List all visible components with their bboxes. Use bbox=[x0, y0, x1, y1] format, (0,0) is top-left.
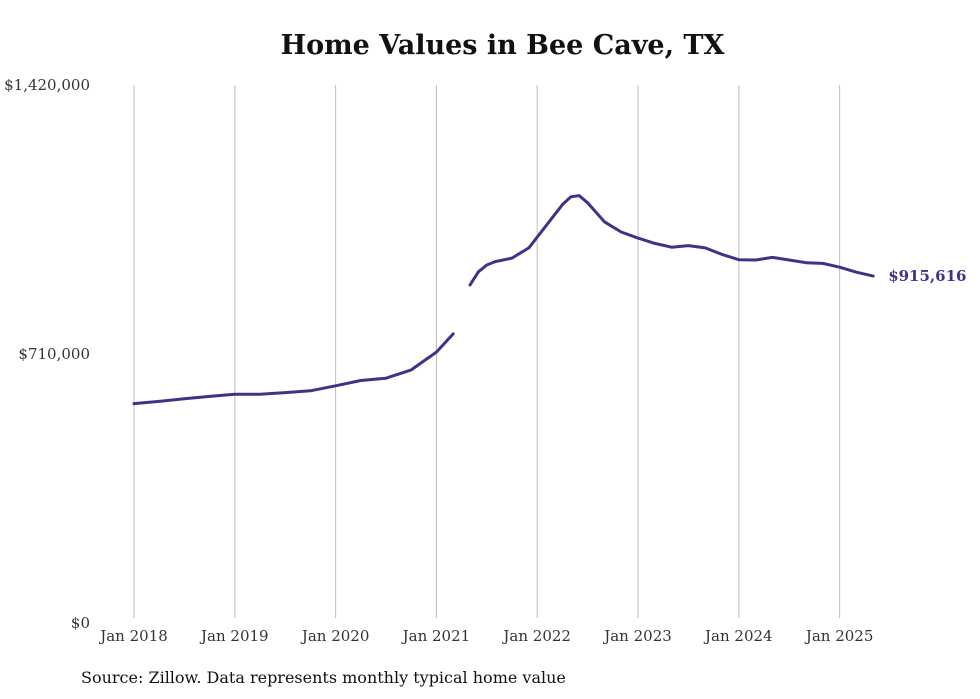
y-tick-label: $1,420,000 bbox=[4, 76, 90, 94]
x-tick-label: Jan 2025 bbox=[804, 627, 874, 645]
y-tick-label: $710,000 bbox=[18, 345, 90, 363]
x-axis-ticks: Jan 2018 Jan 2019 Jan 2020 Jan 2021 Jan 2022… bbox=[98, 627, 873, 645]
x-tick-label: Jan 2019 bbox=[199, 627, 269, 645]
end-value-label: $915,616 bbox=[888, 267, 966, 285]
chart-title: Home Values in Bee Cave, TX bbox=[280, 30, 725, 61]
x-tick-label: Jan 2018 bbox=[98, 627, 168, 645]
series-line bbox=[132, 332, 455, 406]
gridlines bbox=[133, 85, 841, 618]
x-tick-label: Jan 2022 bbox=[501, 627, 571, 645]
source-note: Source: Zillow. Data represents monthly … bbox=[81, 668, 566, 687]
y-axis-ticks: $0 $710,000 $1,420,000 bbox=[4, 76, 90, 632]
x-tick-label: Jan 2023 bbox=[602, 627, 672, 645]
series-lines bbox=[132, 194, 875, 406]
y-tick-label: $0 bbox=[71, 614, 90, 632]
x-tick-label: Jan 2021 bbox=[401, 627, 471, 645]
x-tick-label: Jan 2020 bbox=[300, 627, 370, 645]
series-line bbox=[468, 194, 875, 287]
x-tick-label: Jan 2024 bbox=[703, 627, 773, 645]
